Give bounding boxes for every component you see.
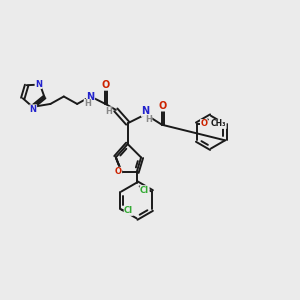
- Text: H: H: [84, 99, 91, 108]
- Text: O: O: [115, 167, 122, 176]
- Text: Cl: Cl: [140, 186, 149, 195]
- Text: N: N: [30, 105, 37, 114]
- Text: CH₃: CH₃: [211, 119, 226, 128]
- Text: N: N: [142, 106, 150, 116]
- Text: H: H: [105, 107, 112, 116]
- Text: Cl: Cl: [124, 206, 133, 215]
- Text: H: H: [145, 115, 152, 124]
- Text: O: O: [158, 101, 166, 111]
- Text: O: O: [200, 119, 207, 128]
- Text: N: N: [86, 92, 94, 101]
- Text: N: N: [35, 80, 42, 88]
- Text: O: O: [101, 80, 110, 90]
